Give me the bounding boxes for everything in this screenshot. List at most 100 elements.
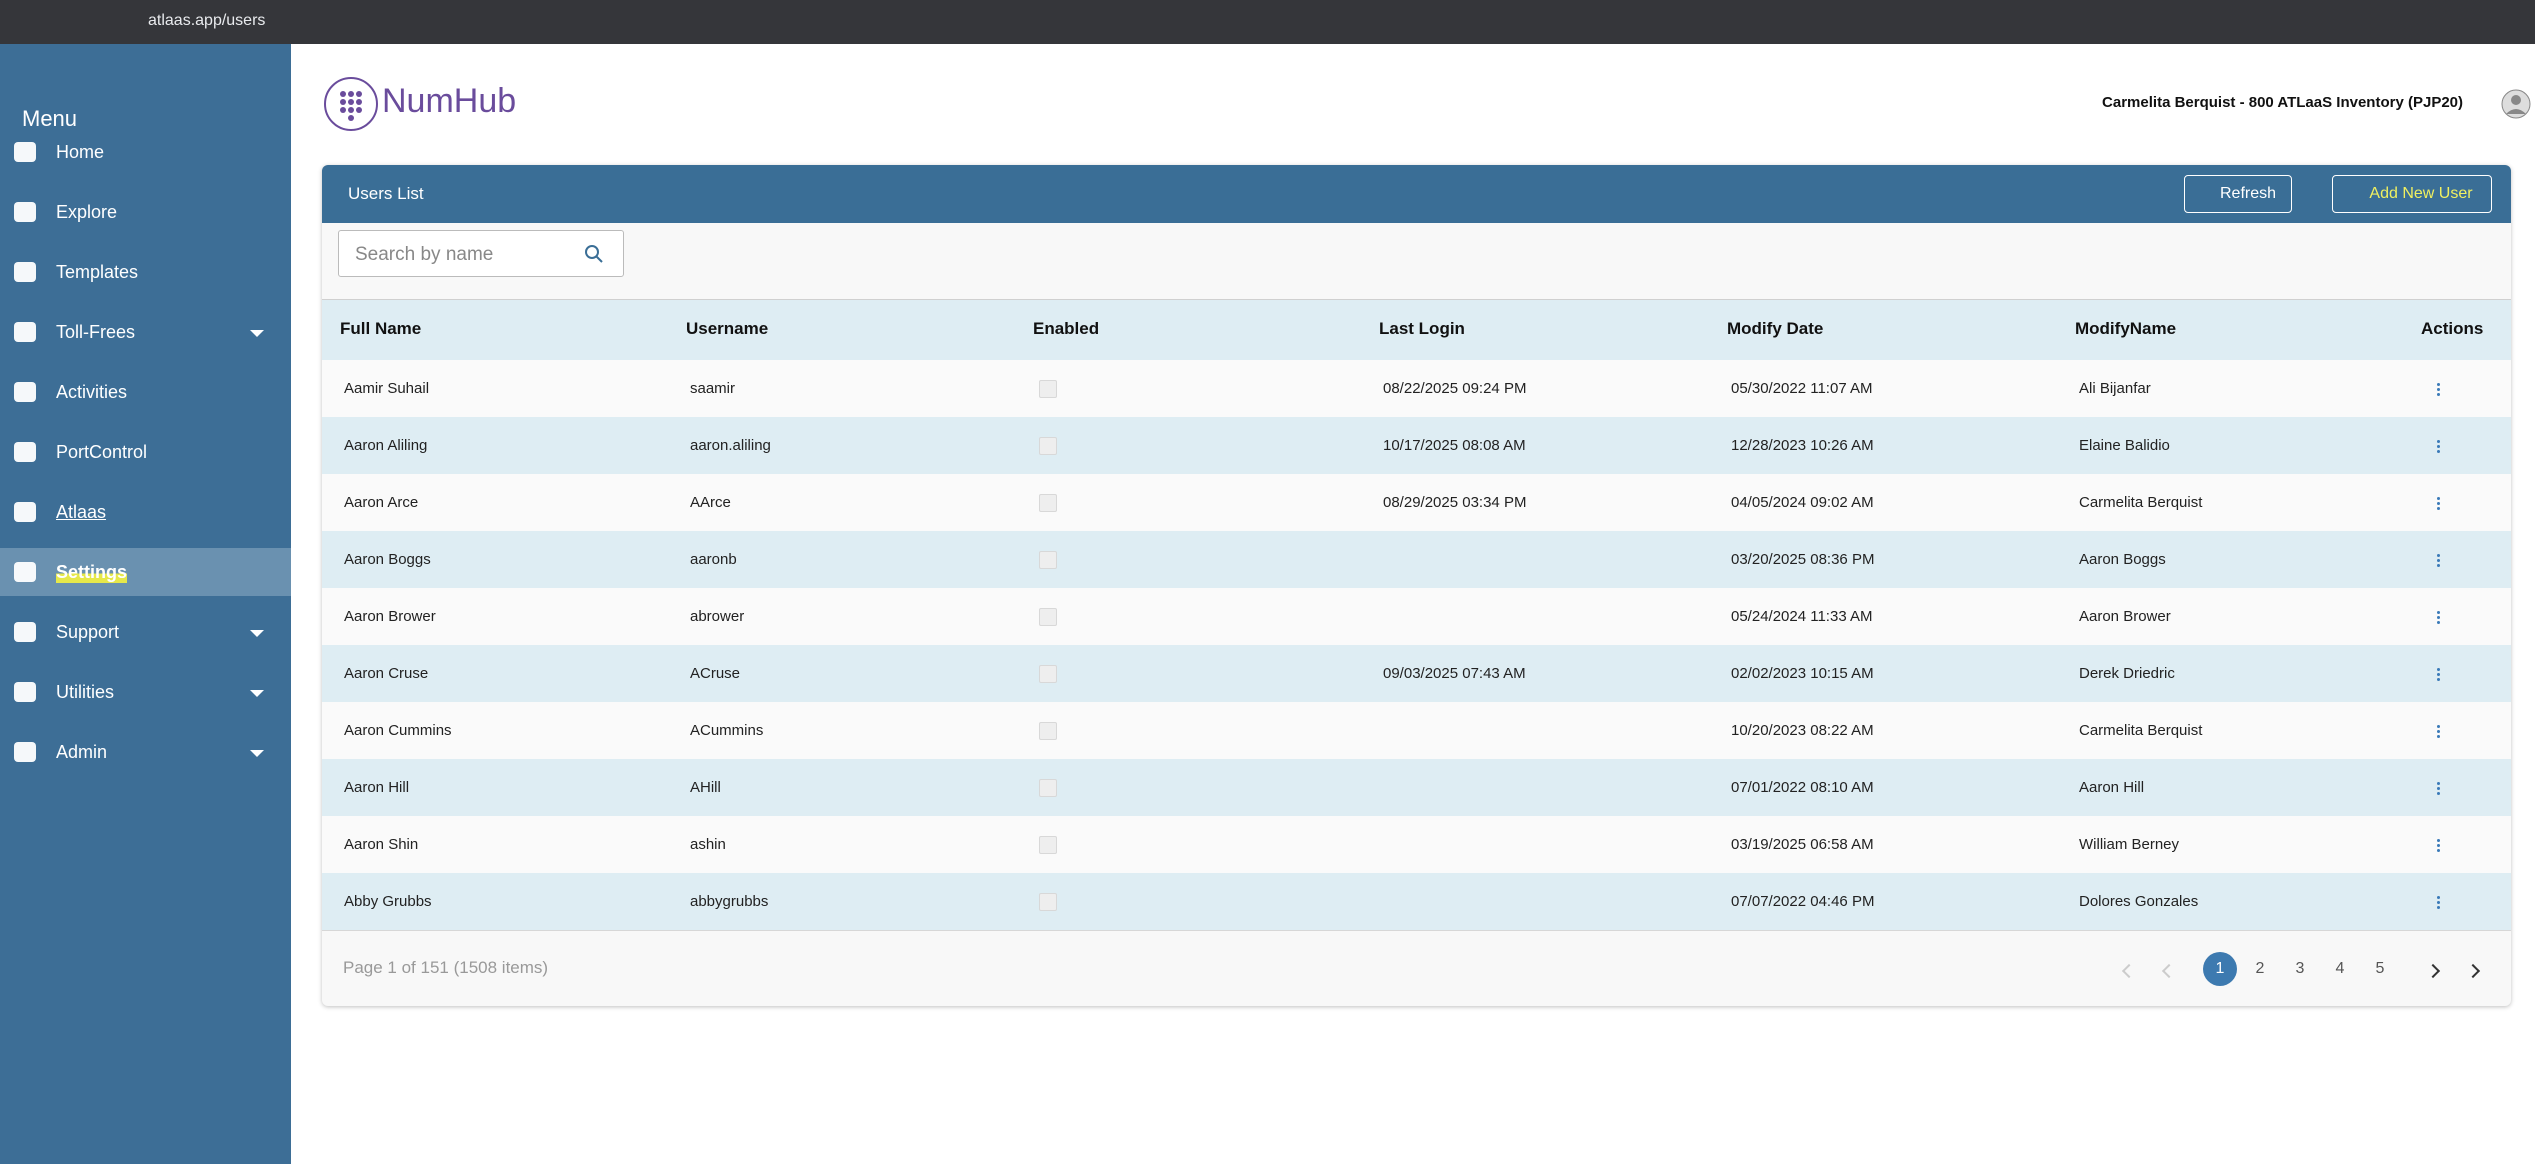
table-cell: Abby Grubbs [344,893,432,910]
table-cell: Carmelita Berquist [2079,494,2203,511]
search-placeholder: Search by name [355,244,494,265]
menu-item[interactable]: Toll-Frees [0,308,291,356]
page-button[interactable]: 5 [2375,960,2385,977]
menu-label: Home [56,142,105,162]
table-cell: Aaron Hill [2079,779,2145,796]
table-cell: Aaron Boggs [2079,551,2166,568]
table-cell: Aaron Shin [344,836,419,853]
avatar[interactable] [2500,88,2532,120]
table-cell: Dolores Gonzales [2079,893,2199,910]
enabled-checkbox [1039,551,1057,569]
enabled-checkbox [1039,665,1057,683]
row-actions[interactable] [2437,668,2440,671]
table-cell: 07/07/2022 04:46 PM [1731,893,1875,910]
page-button[interactable]: 1 [2203,952,2237,986]
table-cell: 03/20/2025 08:36 PM [1731,551,1875,568]
table-cell: aaronb [690,551,737,568]
menu-label: PortControl [56,442,148,462]
menu-icon [14,382,36,402]
menu-item[interactable]: PortControl [0,428,291,476]
column-header: Actions [2421,319,2484,338]
add-user-button[interactable]: Add New User [2332,175,2492,213]
row-actions[interactable] [2437,440,2440,443]
table-cell: 05/24/2024 11:33 AM [1731,608,1873,625]
row-actions[interactable] [2437,611,2440,614]
table-cell: 03/19/2025 06:58 AM [1731,836,1874,853]
next-page[interactable] [2416,952,2450,986]
row-actions[interactable] [2437,497,2440,500]
search-box[interactable]: Search by name [338,230,624,277]
menu-item[interactable]: Atlaas [0,488,291,536]
table-cell: 08/29/2025 03:34 PM [1383,494,1527,511]
table-cell: 02/02/2023 10:15 AM [1731,665,1874,682]
column-header: Username [686,319,769,338]
menu-item[interactable]: Utilities [0,668,291,716]
table-row [322,474,2511,532]
table-row [322,645,2511,703]
enabled-checkbox [1039,494,1057,512]
table-cell: abbygrubbs [690,893,769,910]
sidebar: Menu Home Explore Templates Toll-Frees Activ… [0,44,291,1164]
menu-item[interactable]: Support [0,608,291,656]
page-button[interactable]: 4 [2335,960,2345,977]
logo[interactable]: NumHub [382,82,517,120]
refresh-button[interactable]: Refresh [2184,175,2292,213]
table-cell: ACruse [690,665,741,682]
enabled-checkbox [1039,836,1057,854]
enabled-checkbox [1039,722,1057,740]
table-cell: 12/28/2023 10:26 AM [1731,437,1874,454]
table-cell: Aaron Cruse [344,665,429,682]
table-cell: 04/05/2024 09:02 AM [1731,494,1874,511]
expand-caret [250,690,264,697]
menu-label: Utilities [56,682,115,702]
last-page[interactable] [2456,952,2490,986]
menu-item[interactable]: Admin [0,728,291,776]
table-cell: 07/01/2022 08:10 AM [1731,779,1874,796]
menu-item[interactable]: Explore [0,188,291,236]
table-cell: Elaine Balidio [2079,437,2170,454]
user-name[interactable]: Carmelita Berquist - 800 ATLaaS Inventor… [2102,94,2463,111]
row-actions[interactable] [2437,725,2440,728]
refresh-label: Refresh [2219,185,2277,202]
prev-page[interactable] [2152,952,2186,986]
row-actions[interactable] [2437,782,2440,785]
browser-bar: atlaas.app/users [0,0,2535,44]
row-actions[interactable] [2437,383,2440,386]
table-cell: Aaron Boggs [344,551,431,568]
menu-item[interactable]: Activities [0,368,291,416]
row-actions[interactable] [2437,839,2440,842]
expand-caret [250,630,264,637]
menu-icon [14,622,36,642]
menu-icon [14,562,36,582]
menu-label: Activities [56,382,128,402]
menu-item[interactable]: Settings [0,548,291,596]
table-cell: 05/30/2022 11:07 AM [1731,380,1873,397]
menu-item[interactable]: Home [0,128,291,176]
enabled-checkbox [1039,437,1057,455]
page-button[interactable]: 3 [2295,960,2305,977]
table-cell: 10/17/2025 08:08 AM [1383,437,1526,454]
menu-icon [14,442,36,462]
table-cell: 08/22/2025 09:24 PM [1383,380,1527,397]
menu-icon [14,322,36,342]
table-cell: ashin [690,836,726,853]
expand-caret [250,750,264,757]
table-cell: saamir [690,380,736,397]
menu-item[interactable]: Templates [0,248,291,296]
table-cell: Carmelita Berquist [2079,722,2203,739]
table-header [322,299,2511,361]
row-actions[interactable] [2437,554,2440,557]
menu-label: Templates [56,262,139,282]
table-cell: 10/20/2023 08:22 AM [1731,722,1874,739]
table-cell: Aaron Hill [344,779,410,796]
table-row [322,588,2511,646]
table-row [322,531,2511,589]
enabled-checkbox [1039,608,1057,626]
page-button[interactable]: 2 [2255,960,2265,977]
table-cell: aaron.aliling [690,437,771,454]
url[interactable]: atlaas.app/users [148,12,266,29]
first-page[interactable] [2112,952,2146,986]
menu-label: Atlaas [56,502,107,522]
table-cell: William Berney [2079,836,2180,853]
row-actions[interactable] [2437,896,2440,899]
